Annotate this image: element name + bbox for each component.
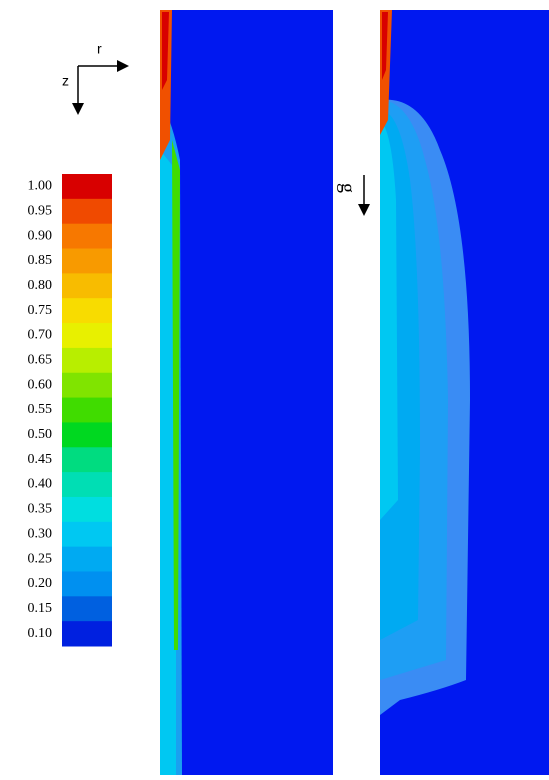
- colorbar-label: 0.50: [28, 427, 53, 442]
- colorbar-swatch: [62, 273, 112, 299]
- colorbar-swatch: [62, 174, 112, 200]
- colorbar-swatch: [62, 323, 112, 349]
- colorbar-label: 0.60: [28, 377, 53, 392]
- colorbar-swatch: [62, 596, 112, 622]
- colorbar-swatch: [62, 198, 112, 225]
- gravity-indicator: g: [336, 175, 370, 216]
- colorbar-label: 0.15: [28, 601, 53, 616]
- colorbar-label: 0.10: [28, 626, 53, 641]
- colorbar-label: 0.45: [28, 452, 53, 467]
- colorbar-label: 0.65: [28, 353, 53, 368]
- colorbar-swatch: [62, 546, 112, 572]
- contour-left: [160, 10, 333, 775]
- colorbar-label: 0.75: [28, 303, 53, 318]
- colorbar-swatch: [62, 472, 112, 498]
- colorbar-label: 0.30: [28, 526, 53, 541]
- colorbar-label: 0.80: [28, 278, 53, 293]
- gravity-label: g: [336, 183, 358, 193]
- r-label: r: [97, 41, 102, 57]
- colorbar-label: 0.85: [28, 253, 53, 268]
- colorbar-swatch: [62, 223, 112, 250]
- colorbar-label: 0.90: [28, 228, 53, 243]
- contour-right: [380, 10, 549, 775]
- colorbar-swatch: [62, 422, 112, 448]
- colorbar-label: 0.25: [28, 551, 53, 566]
- colorbar-swatch: [62, 496, 112, 523]
- colorbar-label: 0.95: [28, 203, 53, 218]
- colorbar-swatch: [62, 447, 112, 473]
- colorbar-swatch: [62, 372, 112, 399]
- z-label: z: [62, 73, 69, 89]
- colorbar-label: 0.55: [28, 402, 53, 417]
- colorbar-swatch: [62, 248, 112, 274]
- colorbar-label: 1.00: [28, 179, 53, 194]
- colorbar-swatch: [62, 298, 112, 324]
- colorbar: 1.00 0.95 0.90 0.85 0.80 0.75 0.70 0.65 0.60 0.55…: [28, 174, 112, 647]
- colorbar-label: 0.35: [28, 502, 53, 517]
- colorbar-swatch: [62, 571, 112, 597]
- colorbar-swatch: [62, 397, 112, 423]
- colorbar-swatch: [62, 521, 112, 548]
- colorbar-label: 0.40: [28, 477, 53, 492]
- colorbar-label: 0.70: [28, 328, 53, 343]
- axes-icon: r z: [62, 41, 129, 115]
- colorbar-swatch: [62, 347, 112, 374]
- colorbar-swatch: [62, 621, 112, 647]
- colorbar-label: 0.20: [28, 576, 53, 591]
